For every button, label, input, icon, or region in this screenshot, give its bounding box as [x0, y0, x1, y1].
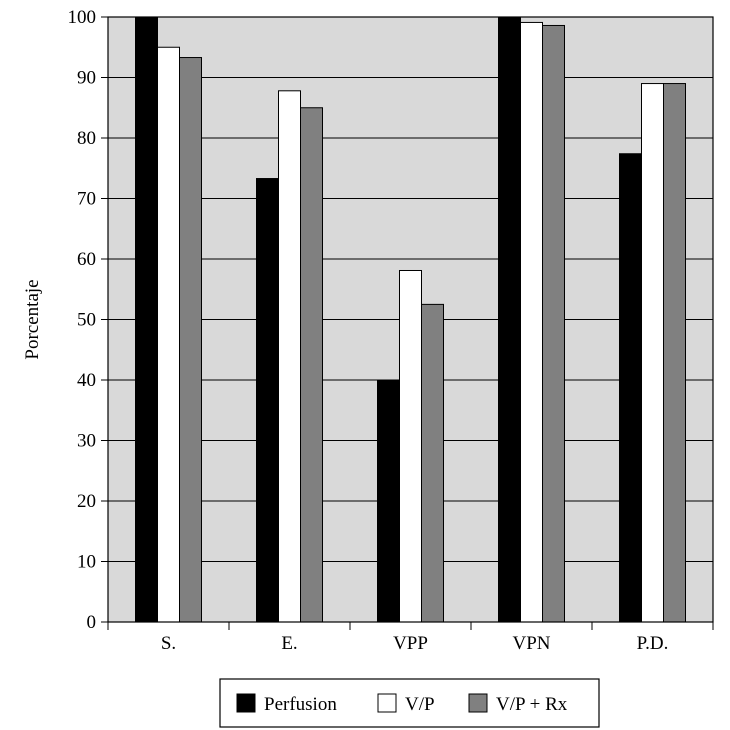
y-axis-title: Porcentaje: [22, 279, 43, 359]
legend-label: Perfusion: [264, 694, 337, 715]
bar-perfusion-3: [498, 16, 521, 623]
legend: Perfusion V/P V/P + Rx: [219, 678, 600, 728]
legend-swatch: [236, 693, 256, 713]
y-tick-label: 60: [77, 249, 96, 270]
legend-label: V/P + Rx: [496, 694, 568, 715]
bar-v-p-rx-1: [300, 107, 323, 623]
x-tick-label: VPP: [393, 633, 428, 654]
legend-swatch: [377, 693, 397, 713]
y-tick-label: 90: [77, 68, 96, 89]
bar-v-p-1: [278, 90, 301, 623]
y-tick-label: 30: [77, 431, 96, 452]
bar-v-p-rx-3: [542, 24, 565, 623]
axes: [101, 16, 714, 630]
bar-v-p-0: [157, 46, 180, 623]
bar-v-p-2: [399, 269, 422, 623]
bar-perfusion-2: [377, 379, 400, 623]
y-tick-label: 0: [87, 612, 97, 633]
plot-frame: [107, 16, 714, 623]
y-tick-labels: 0 10 20 30 40 50 60 70 80 90 100: [68, 7, 97, 633]
x-tick-label: S.: [161, 633, 176, 654]
x-tick-label: P.D.: [637, 633, 669, 654]
bar-v-p-rx-2: [421, 303, 444, 623]
legend-swatch: [468, 693, 488, 713]
y-tick-label: 50: [77, 310, 96, 331]
x-tick-label: VPN: [512, 633, 550, 654]
legend-box: [219, 678, 600, 728]
bar-v-p-rx-0: [179, 57, 202, 623]
legend-label: V/P: [405, 694, 435, 715]
bar-perfusion-0: [135, 16, 158, 623]
y-tick-label: 20: [77, 491, 96, 512]
bar-perfusion-1: [256, 178, 279, 623]
bars: [135, 16, 686, 623]
y-tick-label: 40: [77, 370, 96, 391]
bar-v-p-rx-4: [663, 83, 686, 623]
x-tick-label: E.: [281, 633, 297, 654]
y-tick-label: 100: [68, 7, 97, 28]
x-tick-labels: S. E. VPP VPN P.D.: [161, 633, 669, 654]
y-tick-label: 10: [77, 552, 96, 573]
bar-perfusion-4: [619, 153, 642, 623]
bar-v-p-4: [641, 83, 664, 623]
y-tick-label: 80: [77, 128, 96, 149]
bar-v-p-3: [520, 21, 543, 623]
y-tick-label: 70: [77, 189, 96, 210]
